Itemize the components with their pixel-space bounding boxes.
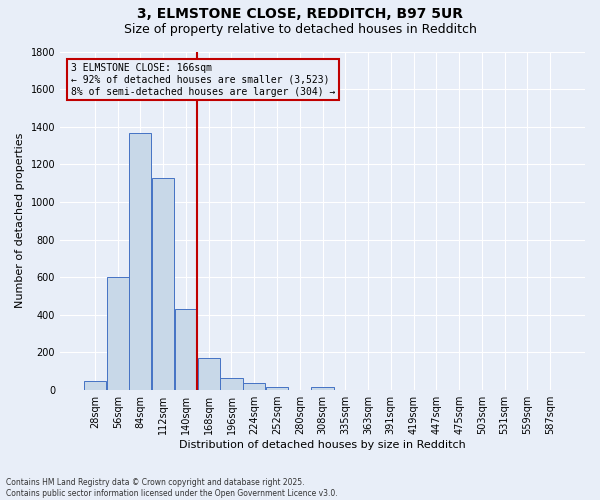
Bar: [107, 277, 129, 390]
Text: 3, ELMSTONE CLOSE, REDDITCH, B97 5UR: 3, ELMSTONE CLOSE, REDDITCH, B97 5UR: [137, 8, 463, 22]
Bar: [175, 309, 197, 390]
Bar: [243, 383, 265, 390]
X-axis label: Distribution of detached houses by size in Redditch: Distribution of detached houses by size …: [179, 440, 466, 450]
Bar: [84, 380, 106, 390]
Text: 3 ELMSTONE CLOSE: 166sqm
← 92% of detached houses are smaller (3,523)
8% of semi: 3 ELMSTONE CLOSE: 166sqm ← 92% of detach…: [71, 64, 335, 96]
Text: Contains HM Land Registry data © Crown copyright and database right 2025.
Contai: Contains HM Land Registry data © Crown c…: [6, 478, 338, 498]
Y-axis label: Number of detached properties: Number of detached properties: [15, 133, 25, 308]
Bar: [152, 178, 174, 390]
Bar: [197, 358, 220, 390]
Text: Size of property relative to detached houses in Redditch: Size of property relative to detached ho…: [124, 22, 476, 36]
Bar: [220, 378, 242, 390]
Bar: [266, 388, 288, 390]
Bar: [130, 134, 151, 390]
Bar: [311, 388, 334, 390]
